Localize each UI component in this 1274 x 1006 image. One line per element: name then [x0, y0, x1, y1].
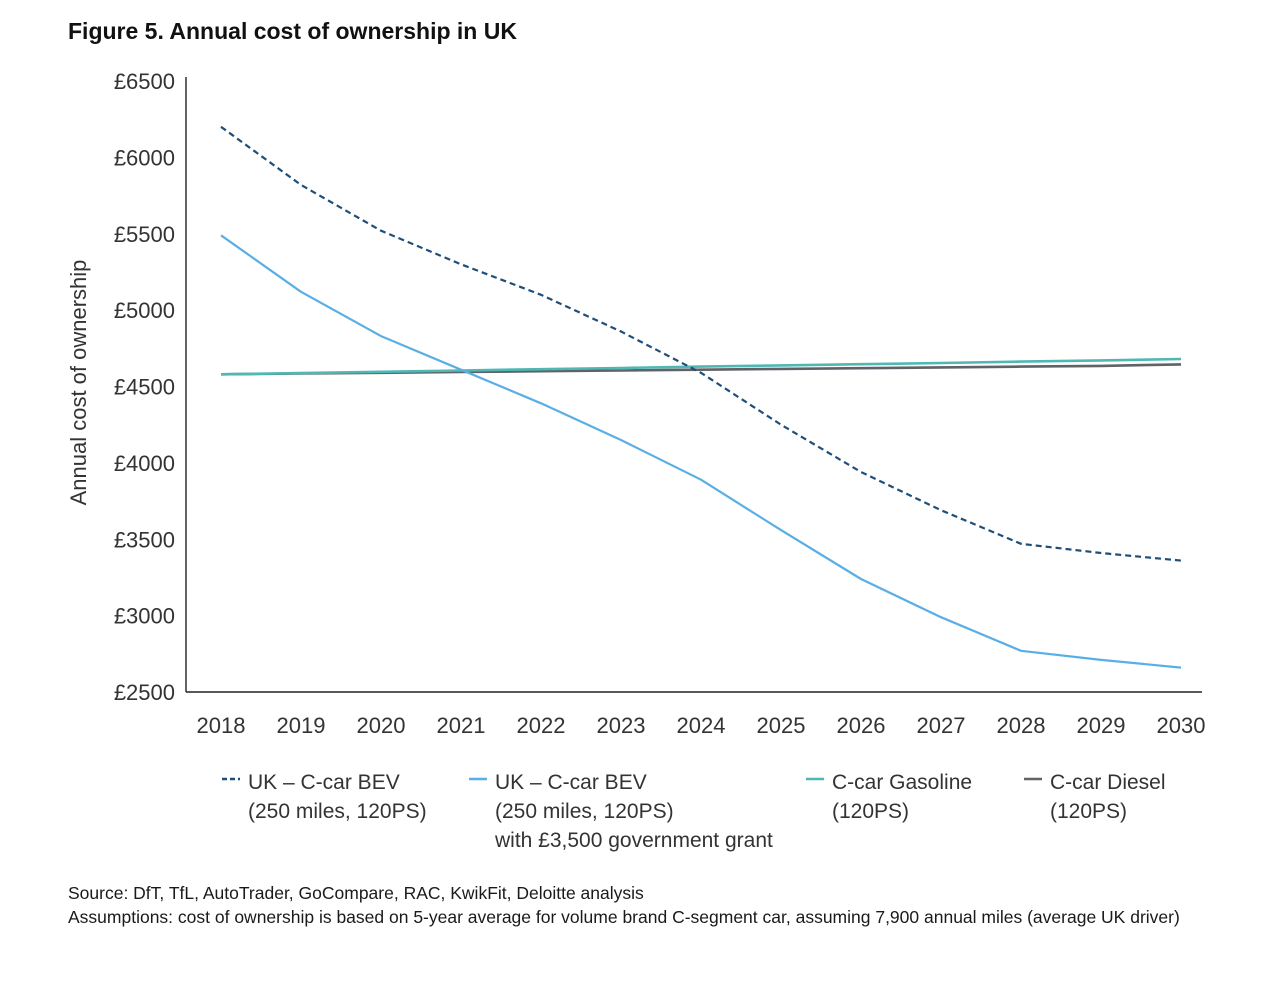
- legend-item-bev: UK – C-car BEV (250 miles, 120PS): [220, 768, 427, 826]
- legend-label-gasoline-line1: C-car Gasoline: [832, 771, 973, 794]
- y-tick-label: £6500: [114, 69, 175, 94]
- footnotes: Source: DfT, TfL, AutoTrader, GoCompare,…: [68, 882, 1218, 929]
- y-tick-label: £3500: [114, 527, 175, 552]
- legend-label-bev-line2: (250 miles, 120PS): [248, 800, 427, 823]
- legend-label-diesel-line2: (120PS): [1050, 800, 1128, 823]
- x-tick-label: 2029: [1077, 713, 1126, 738]
- y-tick-label: £5500: [114, 222, 175, 247]
- x-tick-label: 2020: [357, 713, 406, 738]
- legend-label-bev-line1: UK – C-car BEV: [248, 771, 400, 794]
- figure-title: Figure 5. Annual cost of ownership in UK: [68, 18, 517, 44]
- legend-item-gasoline: C-car Gasoline (120PS): [804, 768, 972, 826]
- legend-label-bev-grant-line1: UK – C-car BEV: [495, 771, 647, 794]
- x-tick-label: 2021: [437, 713, 486, 738]
- legend-swatch-bev: [222, 777, 240, 781]
- source-note: Source: DfT, TfL, AutoTrader, GoCompare,…: [68, 883, 644, 903]
- y-tick-label: £4000: [114, 451, 175, 476]
- legend-swatch-bev-grant: [469, 777, 487, 781]
- x-tick-label: 2027: [917, 713, 966, 738]
- x-tick-label: 2023: [597, 713, 646, 738]
- legend-label-bev-grant-line3: with £3,500 government grant: [495, 829, 773, 852]
- x-tick-label: 2025: [757, 713, 806, 738]
- legend-item-diesel: C-car Diesel (120PS): [1022, 768, 1166, 826]
- series-line-0: [220, 125, 1182, 562]
- legend-label-gasoline-line2: (120PS): [832, 800, 910, 823]
- series-line-2: [220, 357, 1182, 376]
- line-chart: £2500 £3000 £3500 £4000 £4500 £5000 £5500 £6000…: [66, 69, 1205, 738]
- x-tick-label: 2022: [517, 713, 566, 738]
- legend-label-diesel-line1: C-car Diesel: [1050, 771, 1166, 794]
- y-axis-title: Annual cost of ownership: [66, 260, 91, 506]
- axes: £2500 £3000 £3500 £4000 £4500 £5000 £5500 £6000…: [66, 69, 1205, 738]
- y-tick-label: £4500: [114, 375, 175, 400]
- legend-item-bev-grant: UK – C-car BEV (250 miles, 120PS) with £…: [467, 768, 773, 855]
- legend-swatch-gasoline: [806, 777, 824, 781]
- y-tick-label: £5000: [114, 298, 175, 323]
- x-tick-label: 2026: [837, 713, 886, 738]
- legend-label-bev-grant-line2: (250 miles, 120PS): [495, 800, 674, 823]
- x-tick-label: 2024: [677, 713, 726, 738]
- x-tick-label: 2030: [1157, 713, 1206, 738]
- legend-swatch-diesel: [1024, 777, 1042, 781]
- assumptions-note: Assumptions: cost of ownership is based …: [68, 906, 1180, 927]
- x-tick-label: 2018: [197, 713, 246, 738]
- y-tick-label: £3000: [114, 604, 175, 629]
- series-lines: [220, 125, 1182, 669]
- x-tick-label: 2019: [277, 713, 326, 738]
- series-line-1: [220, 234, 1182, 669]
- y-tick-label: £6000: [114, 145, 175, 170]
- y-tick-label: £2500: [114, 680, 175, 705]
- x-tick-label: 2028: [997, 713, 1046, 738]
